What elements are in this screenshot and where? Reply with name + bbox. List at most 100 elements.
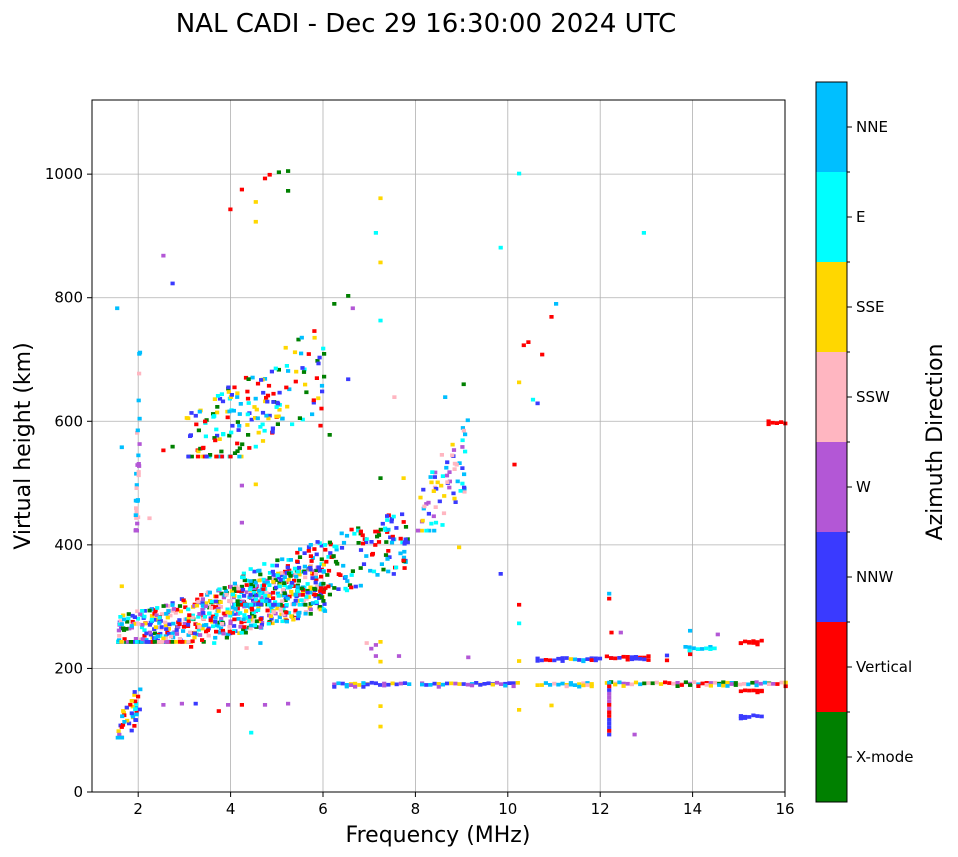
echo-point [287,594,292,599]
band-point [759,714,764,719]
echo-point [466,655,471,660]
band-point [577,682,582,686]
echo-point [364,641,369,645]
band-point [436,685,441,689]
echo-point [218,626,224,631]
band-point [336,681,341,686]
band-point [572,683,578,687]
band-point [712,680,718,685]
echo-point [347,583,353,587]
echo-point [265,393,271,398]
band-point [766,422,771,427]
echo-point [233,607,238,611]
echo-point [238,611,243,615]
echo-point [171,621,176,626]
echo-point [429,521,434,526]
band-point [725,684,730,688]
echo-point [258,572,263,577]
echo-point [220,628,225,633]
echo-point [196,615,201,619]
band-point [742,682,747,686]
echo-point [265,608,270,613]
echo-point [121,613,126,618]
echo-point [445,480,450,484]
echo-point [221,631,226,636]
echo-point [197,409,202,414]
echo-point [432,475,437,479]
echo-point [331,554,336,559]
band-point [743,688,748,693]
echo-point [129,711,134,716]
band-point [750,680,755,685]
band-point [568,657,573,661]
echo-point [200,603,205,608]
data-marks [115,169,788,740]
echo-point [321,346,326,351]
echo-point [305,589,310,593]
echo-point [136,453,141,458]
echo-point [122,617,127,622]
band-point [353,681,358,686]
echo-point [221,595,226,600]
echo-point [424,502,429,506]
echo-point [170,631,175,636]
echo-point [356,528,361,533]
band-point [738,689,743,694]
echo-point [322,609,328,613]
band-point [708,645,713,649]
echo-point [394,565,399,570]
echo-point [213,616,218,620]
echo-point [257,588,262,593]
echo-point [262,583,267,588]
echo-point [252,569,257,574]
column-point [607,732,612,737]
echo-point [227,409,232,414]
echo-point [308,588,313,593]
echo-point [353,584,358,589]
echo-point [155,634,160,638]
echo-point [219,449,224,454]
band-point [704,683,709,687]
echo-point [388,535,393,540]
band-point [560,656,565,660]
echo-point [289,614,294,618]
echo-point [308,543,313,547]
echo-point [383,553,389,557]
band-point [490,682,495,687]
echo-point [373,654,378,658]
echo-point [332,302,337,306]
echo-point [214,612,219,617]
echo-point [460,438,465,443]
echo-point [270,621,275,626]
band-point [465,682,470,687]
echo-point [618,630,623,635]
band-point [675,684,680,688]
echo-point [130,704,135,709]
echo-point [135,521,140,526]
echo-point [402,549,407,554]
echo-point [273,575,278,579]
band-point [577,658,582,662]
echo-point [186,616,191,621]
echo-point [313,572,318,576]
x-tick-label: 8 [411,800,421,818]
echo-point [236,589,241,593]
echo-point [177,637,182,641]
echo-point [430,470,435,474]
echo-point [364,540,369,544]
echo-point [206,633,211,638]
echo-point [258,425,263,429]
echo-point [171,609,176,613]
echo-point [282,591,287,595]
echo-point [212,641,217,645]
echo-point [278,602,283,607]
echo-point [327,592,332,597]
echo-point [235,449,240,453]
echo-point [451,491,456,496]
echo-point [249,607,255,612]
echo-point [270,563,275,568]
echo-point [766,419,771,424]
echo-point [144,638,149,642]
echo-point [323,586,328,590]
band-point [754,683,759,688]
